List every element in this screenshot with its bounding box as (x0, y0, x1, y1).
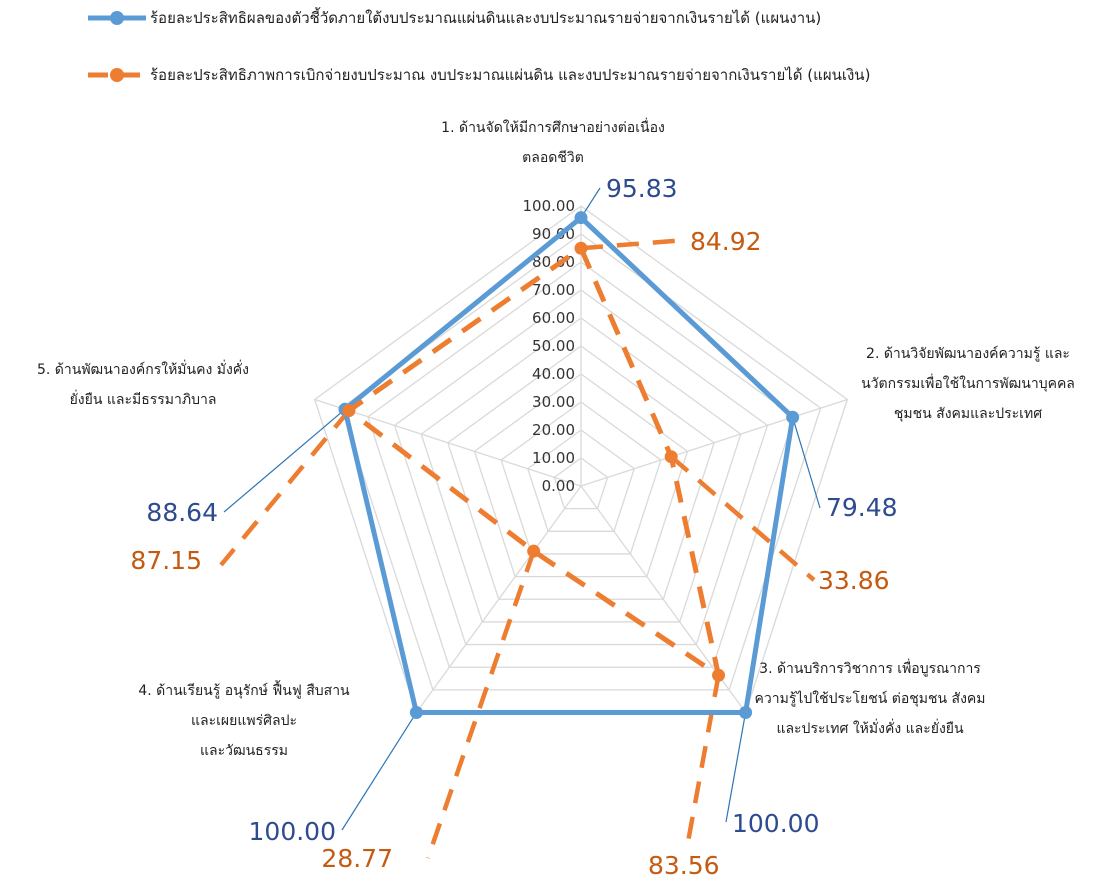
series-1-data-label: 79.48 (826, 493, 898, 522)
radar-grid (313, 205, 849, 714)
legend-label-1: ร้อยละประสิทธิผลของตัวชี้วัดภายใต้งบประม… (150, 7, 821, 27)
series-2-data-label: 83.56 (648, 851, 720, 880)
series-2-line (346, 245, 722, 678)
tick-label: 60.00 (532, 309, 575, 327)
series-2-data-label: 84.92 (690, 227, 762, 256)
tick-label: 50.00 (532, 337, 575, 355)
series-layer (338, 211, 800, 720)
tick-label: 20.00 (532, 421, 575, 439)
series-1-data-label: 95.83 (606, 174, 678, 203)
tick-label: 40.00 (532, 365, 575, 383)
series-2-leader (669, 454, 816, 582)
series-1-leader (223, 408, 346, 513)
series-2-data-label: 33.86 (818, 566, 890, 595)
category-label-line: ชุมชน สังคมและประเทศ (894, 406, 1042, 422)
series-2-leader (219, 409, 351, 567)
series-2-data-label: 28.77 (321, 844, 393, 873)
series-1-leader (341, 712, 417, 831)
grid-ring-5 (447, 345, 715, 600)
series-2-leader (425, 550, 536, 859)
category-label-line: 5. ด้านพัฒนาองค์กรให้มั่นคง มั่งคั่ง (37, 360, 249, 378)
category-label-line: ตลอดชีวิต (522, 150, 584, 166)
series-1-point (739, 706, 753, 720)
series-2-leader (580, 237, 687, 251)
series-2-point (664, 450, 678, 464)
series-1-data-label: 100.00 (249, 817, 336, 846)
series-2-point (574, 241, 588, 255)
series-2-point (342, 404, 356, 418)
legend-label-2: ร้อยละประสิทธิภาพการเบิกจ่ายงบประมาณ งบป… (150, 66, 870, 84)
category-label-line: 2. ด้านวิจัยพัฒนาองค์ความรู้ และ (866, 345, 1070, 362)
category-label-line: ยั่งยืน และมีธรรมาภิบาล (70, 390, 217, 408)
category-labels: 1. ด้านจัดให้มีการศึกษาอย่างต่อเนื่องตลอ… (37, 118, 1075, 759)
tick-label: 30.00 (532, 393, 575, 411)
series-1-data-label: 100.00 (732, 809, 819, 838)
grid-ring-6 (420, 317, 742, 623)
series-1-point (409, 706, 423, 720)
series-2-data-label: 87.15 (130, 546, 202, 575)
grid-ring-4 (473, 373, 689, 578)
series-2-point (527, 544, 541, 558)
grid-spoke-2 (580, 398, 848, 487)
series-1-point (786, 410, 800, 424)
category-label-line: ความรู้ไปใช้ประโยชน์ ต่อชุมชน สังคม (755, 690, 986, 707)
tick-label: 0.00 (542, 477, 575, 495)
grid-ring-7 (393, 289, 769, 646)
radial-tick-labels: 0.0010.0020.0030.0040.0050.0060.0070.008… (523, 197, 576, 495)
label-leader-lines (219, 187, 821, 859)
category-label-1: 1. ด้านจัดให้มีการศึกษาอย่างต่อเนื่องตลอ… (441, 118, 665, 166)
series-1-leader (792, 417, 821, 509)
grid-spoke-5 (314, 398, 582, 487)
grid-ring-2 (526, 429, 636, 532)
category-label-line: 3. ด้านบริการวิชาการ เพื่อบูรณาการ (759, 659, 981, 677)
legend-marker-1 (110, 11, 124, 25)
category-label-3: 3. ด้านบริการวิชาการ เพื่อบูรณาการความรู… (755, 659, 986, 737)
tick-label: 100.00 (523, 197, 576, 215)
legend-marker-2 (110, 68, 124, 82)
category-label-4: 4. ด้านเรียนรู้ อนุรักษ์ ฟื้นฟู สืบสานแล… (138, 680, 350, 759)
tick-label: 70.00 (532, 281, 575, 299)
grid-ring-8 (367, 261, 795, 668)
tick-label: 10.00 (532, 449, 575, 467)
grid-ring-1 (553, 457, 609, 510)
category-label-line: และเผยแพร่ศิลปะ (191, 713, 297, 729)
grid-spoke-4 (415, 485, 582, 713)
category-label-line: 4. ด้านเรียนรู้ อนุรักษ์ ฟื้นฟู สืบสาน (138, 680, 350, 699)
category-label-line: นวัตกรรมเพื่อใช้ในการพัฒนาบุคคล (861, 374, 1075, 392)
series-2-point (712, 668, 726, 682)
category-label-line: 1. ด้านจัดให้มีการศึกษาอย่างต่อเนื่อง (441, 118, 665, 136)
category-label-line: และประเทศ ให้มั่งคั่ง และยั่งยืน (776, 719, 964, 737)
series-1-leader (725, 712, 747, 823)
grid-ring-3 (500, 401, 662, 555)
legend: ร้อยละประสิทธิผลของตัวชี้วัดภายใต้งบประม… (88, 7, 870, 84)
category-label-5: 5. ด้านพัฒนาองค์กรให้มั่นคง มั่งคั่งยั่ง… (37, 360, 249, 408)
series-2-leader (685, 674, 721, 843)
series-1-point (574, 211, 588, 225)
category-label-line: และวัฒนธรรม (200, 743, 288, 759)
series-1-line (342, 215, 796, 716)
category-label-2: 2. ด้านวิจัยพัฒนาองค์ความรู้ และนวัตกรรม… (861, 345, 1075, 422)
series-1-data-label: 88.64 (146, 498, 218, 527)
data-labels: 95.83 79.48 100.00 100.00 88.64 84.92 33.86 83.… (130, 174, 897, 880)
